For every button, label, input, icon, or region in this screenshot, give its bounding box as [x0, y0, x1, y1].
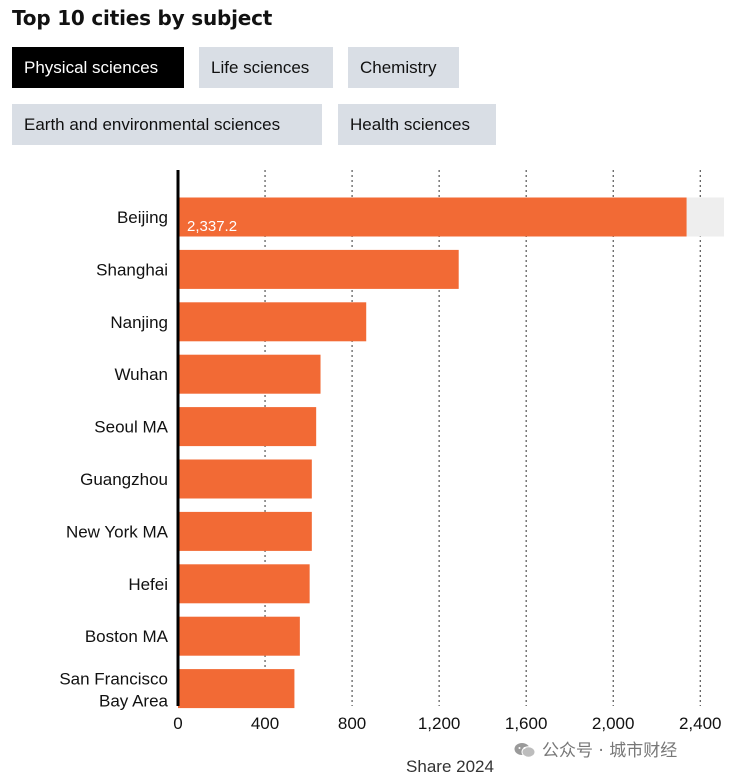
category-label: New York MA — [66, 522, 169, 541]
bar — [178, 197, 687, 237]
watermark-text: 公众号 · 城市财经 — [542, 741, 678, 761]
bar — [178, 669, 295, 709]
watermark: 公众号 · 城市财经 — [514, 736, 677, 761]
x-tick-label: 1,600 — [505, 714, 548, 733]
page-title: Top 10 cities by subject — [12, 6, 273, 30]
x-tick-label: 1,200 — [418, 714, 461, 733]
category-label: Nanjing — [110, 313, 168, 332]
tab-life-sciences[interactable]: Life sciences — [199, 47, 333, 88]
bar — [178, 249, 459, 289]
x-tick-label: 400 — [251, 714, 279, 733]
category-label: Shanghai — [96, 260, 168, 279]
category-label: Seoul MA — [94, 418, 168, 437]
tab-chemistry[interactable]: Chemistry — [348, 47, 459, 88]
x-tick-label: 0 — [173, 714, 182, 733]
category-label: Hefei — [128, 575, 168, 594]
category-label: Boston MA — [85, 627, 169, 646]
data-label: 2,337.2 — [187, 218, 237, 235]
tab-health-sciences[interactable]: Health sciences — [338, 104, 496, 145]
bar — [178, 302, 367, 342]
wechat-icon — [514, 743, 536, 758]
category-label: Beijing — [117, 208, 168, 227]
bar — [178, 459, 312, 499]
x-axis-title: Share 2024 — [406, 757, 494, 776]
bar — [178, 407, 317, 447]
bar — [178, 564, 310, 604]
bar — [178, 354, 321, 394]
tab-earth-environmental-sciences[interactable]: Earth and environmental sciences — [12, 104, 322, 145]
x-tick-label: 2,000 — [592, 714, 635, 733]
x-tick-label: 2,400 — [679, 714, 722, 733]
bar — [178, 616, 300, 656]
x-tick-label: 800 — [338, 714, 366, 733]
bar — [178, 511, 312, 551]
category-label: Guangzhou — [80, 470, 168, 489]
category-label: Wuhan — [114, 365, 168, 384]
category-label: Bay Area — [99, 692, 169, 711]
category-label: San Francisco — [59, 670, 168, 689]
tab-physical-sciences[interactable]: Physical sciences — [12, 47, 184, 88]
